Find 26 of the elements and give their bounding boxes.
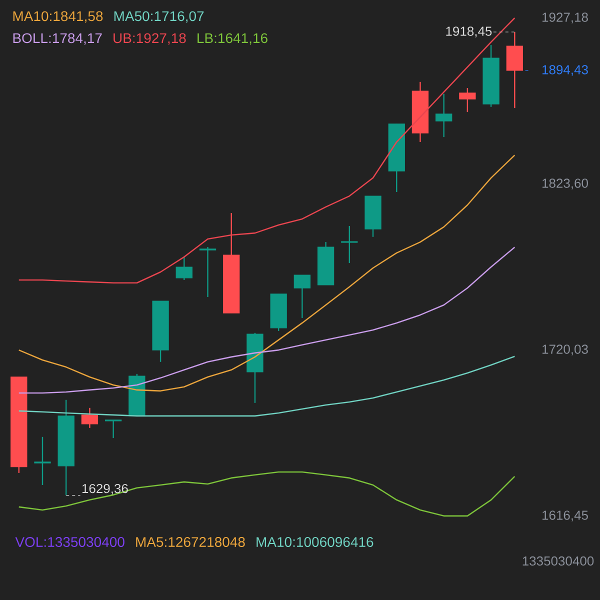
candlestick (81, 407, 98, 429)
y-tick-label: 1927,18 (542, 12, 588, 24)
candlestick (436, 93, 452, 138)
text: 1335030400 (522, 556, 594, 566)
candlestick (294, 274, 311, 319)
candlestick (341, 225, 358, 264)
y-tick-label: 1720,03 (542, 344, 588, 356)
text: MA10:1006096416 (256, 537, 374, 547)
text: MA10:1841,58 (13, 11, 103, 23)
text: MA5:1267218048 (136, 537, 245, 547)
line-series (18, 471, 516, 517)
candlestick (104, 419, 122, 439)
candlestick (34, 436, 51, 486)
text: VOL:1335030400 (15, 537, 124, 547)
candlestick (176, 256, 192, 281)
text: MA50:1716,07 (114, 11, 204, 23)
text: 1894,43 (542, 65, 588, 76)
candlestick (199, 246, 216, 298)
y-tick-label: 1823,60 (542, 178, 588, 190)
text: BOLL:1784,17 (13, 33, 102, 45)
annotation: 1629,36 (82, 484, 128, 495)
text: LB:1641,16 (198, 33, 268, 45)
text: UB:1927,18 (114, 33, 186, 45)
annotation: 1918,45 (446, 26, 492, 38)
candlestick (459, 87, 476, 113)
y-tick-label: 1616,45 (542, 510, 588, 522)
